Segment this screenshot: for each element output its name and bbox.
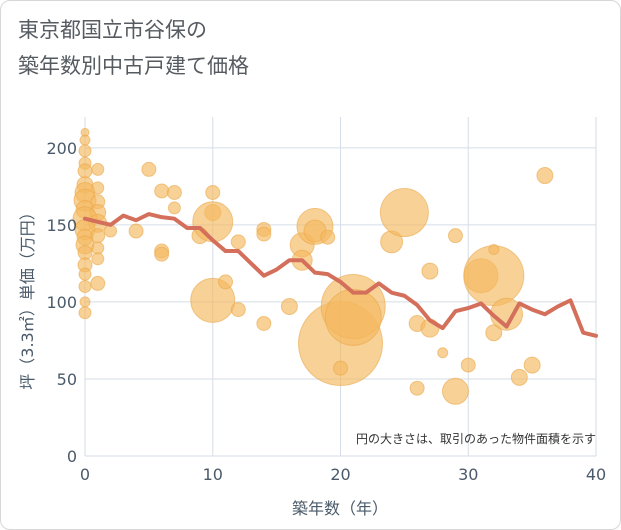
bubble-point bbox=[320, 229, 336, 245]
bubble-point bbox=[460, 357, 476, 373]
bubble-point bbox=[192, 201, 234, 243]
x-axis-title: 築年数（年） bbox=[292, 499, 388, 518]
bubble-point bbox=[128, 223, 144, 239]
x-tick-label: 10 bbox=[203, 465, 223, 484]
bubble-point bbox=[154, 183, 170, 199]
bubble-point bbox=[230, 234, 246, 250]
bubble-size-note: 円の大きさは、取引のあった物件面積を示す bbox=[356, 431, 596, 446]
bubble-point bbox=[256, 226, 272, 242]
bubble-point bbox=[256, 315, 272, 331]
bubble-point bbox=[77, 163, 93, 179]
bubble-point bbox=[154, 246, 170, 262]
bubble-point bbox=[190, 277, 236, 323]
bubble-point bbox=[488, 244, 500, 256]
bubble-point bbox=[485, 324, 503, 342]
bubble-point bbox=[141, 161, 157, 177]
bubble-point bbox=[218, 274, 234, 290]
x-tick-label: 0 bbox=[80, 465, 90, 484]
y-tick-label: 50 bbox=[57, 370, 77, 389]
bubble-point bbox=[333, 360, 348, 376]
bubble-point bbox=[78, 280, 92, 293]
bubble-point bbox=[437, 347, 449, 359]
bubble-point bbox=[441, 377, 469, 405]
bubble-point bbox=[91, 181, 105, 195]
tick-labels: 0 50 100 150 200 0 10 20 30 40 bbox=[46, 139, 606, 484]
bubble-point bbox=[421, 262, 439, 280]
bubble-point bbox=[78, 267, 92, 281]
bubble-point bbox=[230, 302, 246, 318]
average-price-line bbox=[83, 212, 598, 338]
bubble-point bbox=[91, 241, 105, 255]
x-tick-label: 30 bbox=[458, 465, 478, 484]
bubble-point bbox=[536, 167, 554, 185]
bubble-point bbox=[379, 188, 429, 238]
bubble-point bbox=[79, 134, 91, 146]
bubble-point bbox=[78, 144, 92, 158]
y-tick-label: 100 bbox=[46, 293, 77, 312]
bubble-point bbox=[280, 298, 298, 316]
bubble-point bbox=[510, 368, 528, 386]
y-tick-label: 150 bbox=[46, 216, 77, 235]
chart-title: 東京都国立市谷保の 築年数別中古戸建て価格 bbox=[18, 12, 249, 84]
bubble-point bbox=[205, 185, 221, 201]
bubble-point bbox=[78, 306, 92, 320]
bubble-series bbox=[72, 127, 554, 405]
y-axis-title: 坪（3.3㎡）単価（万円） bbox=[18, 204, 37, 389]
bubble-point bbox=[91, 162, 105, 176]
x-tick-label: 40 bbox=[586, 465, 606, 484]
title-line-1: 東京都国立市谷保の bbox=[18, 18, 207, 42]
y-tick-label: 0 bbox=[67, 447, 77, 466]
y-tick-label: 200 bbox=[46, 139, 77, 158]
bubble-point bbox=[90, 275, 106, 291]
bubble-point bbox=[324, 288, 382, 346]
bubble-point bbox=[91, 252, 105, 266]
bubble-point bbox=[523, 356, 541, 374]
bubble-point bbox=[79, 296, 91, 308]
bubble-point bbox=[166, 185, 182, 201]
bubble-point bbox=[447, 228, 463, 244]
x-tick-label: 20 bbox=[330, 465, 350, 484]
bubble-point bbox=[409, 380, 425, 396]
bubble-point bbox=[167, 201, 181, 215]
title-line-2: 築年数別中古戸建て価格 bbox=[18, 54, 249, 78]
average-line-series bbox=[83, 212, 598, 338]
